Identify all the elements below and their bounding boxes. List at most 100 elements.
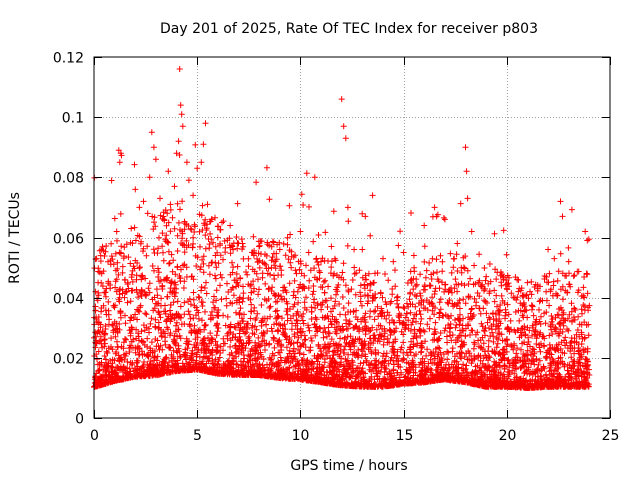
data-point — [262, 280, 269, 287]
data-point — [357, 282, 364, 289]
data-point — [371, 316, 378, 323]
data-point — [340, 326, 347, 333]
data-point — [234, 200, 241, 207]
data-point — [337, 335, 344, 342]
data-point — [308, 316, 315, 322]
data-point — [267, 303, 274, 310]
data-point — [223, 295, 230, 302]
data-point — [253, 179, 260, 186]
data-point — [217, 343, 224, 350]
data-point — [362, 213, 369, 220]
data-point — [481, 297, 488, 304]
data-point — [166, 260, 173, 266]
data-point — [227, 343, 234, 350]
data-point — [471, 262, 478, 269]
data-point — [497, 307, 503, 314]
data-point — [426, 282, 433, 289]
data-point — [233, 234, 240, 240]
data-point — [263, 164, 270, 171]
data-point — [462, 253, 469, 260]
data-point — [131, 161, 138, 168]
data-point — [127, 298, 134, 305]
data-point — [185, 308, 192, 315]
data-point — [318, 306, 325, 313]
data-point — [410, 315, 417, 322]
data-point — [202, 232, 209, 239]
data-point — [493, 292, 500, 299]
data-point — [421, 283, 428, 290]
data-point — [220, 347, 226, 354]
data-point — [371, 308, 377, 315]
data-point — [494, 303, 500, 310]
data-point — [491, 287, 498, 294]
data-point — [155, 274, 162, 280]
data-point — [237, 305, 244, 312]
data-point — [421, 243, 428, 250]
data-point — [300, 202, 307, 208]
data-point — [443, 333, 450, 340]
data-point — [144, 352, 151, 359]
data-point — [267, 271, 274, 278]
data-point — [175, 219, 182, 226]
data-point — [306, 327, 313, 334]
data-point — [303, 170, 310, 177]
data-point — [173, 319, 180, 326]
data-point — [452, 317, 458, 323]
data-point — [101, 337, 108, 343]
data-point — [149, 263, 156, 269]
data-point — [258, 302, 265, 308]
data-point — [143, 252, 150, 259]
data-point — [410, 286, 417, 293]
data-point — [512, 309, 519, 315]
data-point — [394, 293, 401, 300]
data-point — [115, 271, 122, 278]
data-point — [165, 248, 172, 255]
data-point — [190, 234, 197, 241]
data-point — [471, 339, 478, 346]
data-point — [274, 307, 281, 314]
data-point — [358, 352, 365, 359]
data-point — [417, 327, 423, 334]
data-point — [440, 214, 447, 221]
data-point — [320, 334, 327, 341]
data-point — [230, 292, 237, 299]
data-point — [286, 202, 293, 209]
data-point — [182, 356, 189, 363]
data-point — [309, 291, 316, 298]
data-point — [245, 263, 252, 270]
data-point — [337, 311, 343, 318]
data-point — [160, 257, 167, 264]
data-point — [92, 307, 99, 314]
data-point — [101, 353, 108, 359]
data-point — [382, 271, 388, 277]
data-point — [400, 304, 407, 311]
data-point — [416, 307, 423, 314]
data-point — [156, 234, 162, 241]
data-point — [167, 307, 173, 314]
data-point — [284, 241, 291, 248]
data-point — [145, 285, 152, 292]
data-point — [568, 335, 575, 341]
data-point — [160, 249, 166, 256]
data-point — [108, 335, 115, 342]
data-point — [310, 238, 317, 245]
data-point — [144, 335, 151, 342]
data-point — [167, 228, 174, 235]
data-point — [197, 243, 203, 250]
data-point — [269, 254, 276, 261]
data-point — [437, 330, 444, 336]
data-point — [121, 351, 128, 358]
data-point — [265, 286, 272, 293]
data-point — [199, 303, 206, 309]
data-point — [110, 261, 117, 268]
data-point — [174, 298, 181, 305]
data-point — [97, 258, 104, 265]
data-point — [266, 196, 273, 203]
data-point — [504, 301, 511, 308]
data-point — [306, 203, 312, 210]
data-point — [481, 265, 488, 271]
data-point — [340, 305, 347, 311]
data-point — [397, 228, 404, 235]
data-point — [170, 257, 177, 264]
data-point — [452, 324, 459, 331]
